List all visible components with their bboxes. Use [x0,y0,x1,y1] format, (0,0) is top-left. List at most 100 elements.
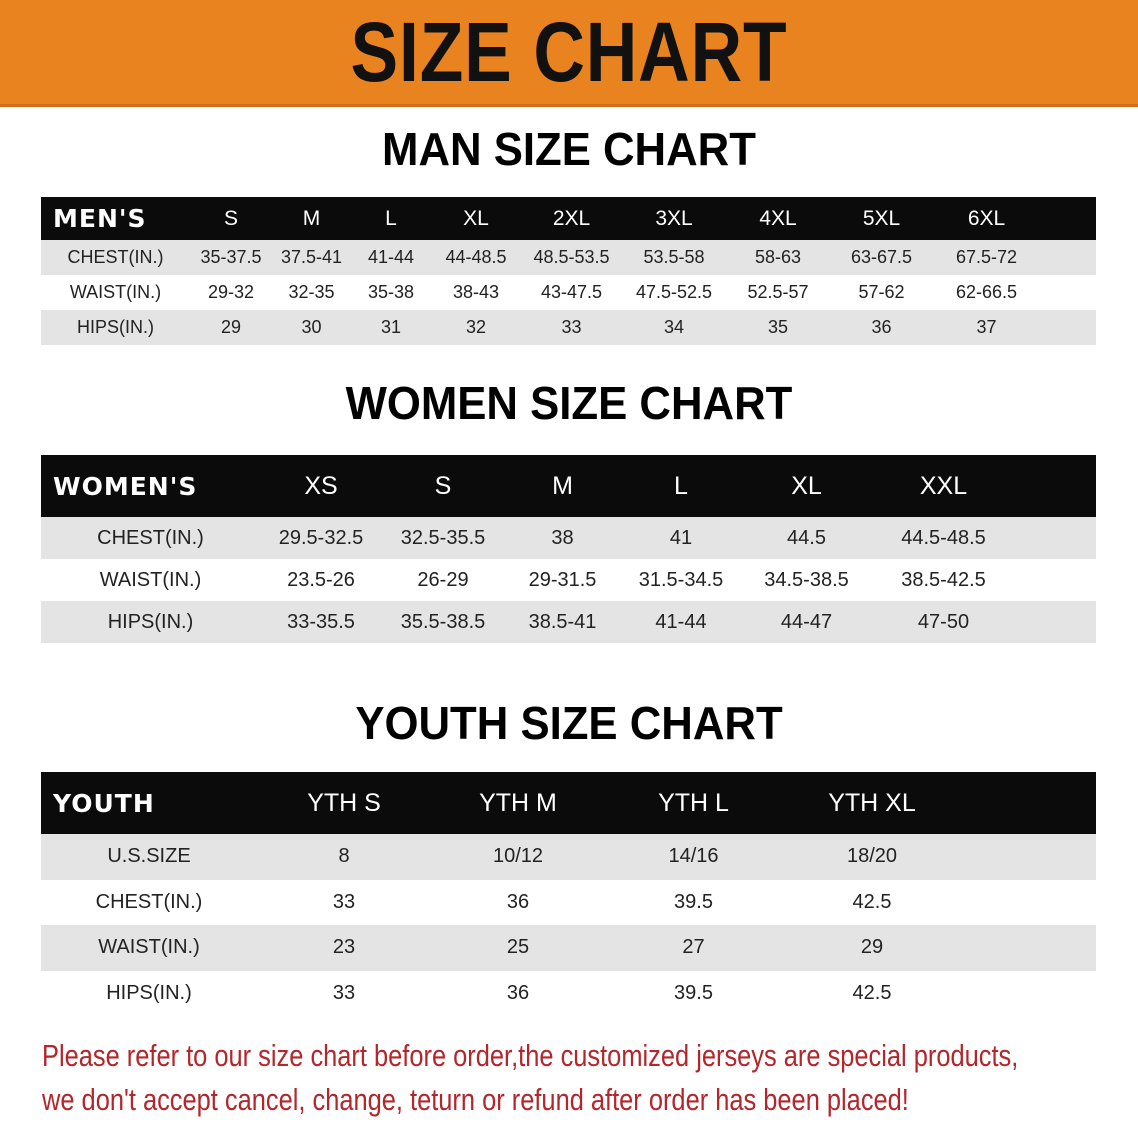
men-section-title: MAN SIZE CHART [382,123,756,175]
youth-table-row: U.S.SIZE 8 10/12 14/16 18/20 [41,834,1096,880]
size-value: 31.5-34.5 [638,568,724,591]
size-value: 39.5 [674,890,713,913]
size-header: XXL [919,471,968,500]
youth-header-row: YOUTH YTH S YTH M YTH L YTH XL [41,772,1096,834]
size-value: 29 [860,936,884,959]
size-value: 35.5-38.5 [400,610,486,633]
size-value: 63-67.5 [850,247,913,267]
size-value: 38-43 [452,282,500,302]
size-header: M [552,471,573,500]
size-value: 41-44 [367,247,415,267]
size-value: 62-66.5 [955,282,1018,302]
measurement-label: WAIST(IN.) [69,282,162,302]
size-value: 30 [301,317,322,337]
size-value: 33 [561,317,582,337]
size-header: L [674,471,688,500]
policy-note-line-1: Please refer to our size chart before or… [42,1038,1019,1073]
measurement-label: CHEST(IN.) [97,526,204,549]
size-header: XL [791,471,822,500]
size-header: YTH M [479,788,557,817]
youth-header-label: YOUTH [53,788,155,818]
size-value: 57-62 [858,282,905,302]
size-value: 31 [380,317,402,337]
size-value: 47.5-52.5 [635,282,713,302]
youth-table-row: CHEST(IN.) 33 36 39.5 42.5 [41,879,1096,925]
size-value: 33 [332,981,356,1004]
size-value: 39.5 [674,981,713,1004]
size-value: 48.5-53.5 [533,247,610,267]
measurement-label: WAIST(IN.) [99,568,202,591]
measurement-label: HIPS(IN.) [76,317,154,337]
women-header-label: WOMEN'S [53,471,198,501]
youth-section-title: YOUTH SIZE CHART [355,697,783,749]
size-value: 43-47.5 [540,282,603,302]
size-value: 41 [669,526,693,549]
size-header: XS [304,471,338,500]
size-value: 29-32 [207,282,255,302]
men-size-table: MEN'S S M L XL 2XL 3XL 4XL 5XL 6XL CHEST(IN.) 35-37… [41,197,1096,345]
size-value: 52.5-57 [747,282,809,302]
size-value: 37.5-41 [280,247,343,267]
size-value: 36 [506,890,530,913]
size-header: 6XL [967,206,1006,230]
size-value: 23.5-26 [287,568,355,591]
size-header: S [223,206,238,230]
men-header-row: MEN'S S M L XL 2XL 3XL 4XL 5XL 6XL [41,197,1096,240]
men-table-row: HIPS(IN.) 29 30 31 32 33 34 35 36 37 [41,310,1096,345]
size-header: 3XL [655,206,693,230]
size-value: 53.5-58 [643,247,705,267]
measurement-label: CHEST(IN.) [67,247,164,267]
size-value: 32.5-35.5 [400,526,486,549]
size-header: YTH XL [828,788,916,817]
men-table-row: WAIST(IN.) 29-32 32-35 35-38 38-43 43-47.5 47.… [41,275,1096,310]
size-value: 42.5 [852,981,892,1004]
size-value: 29-31.5 [528,568,597,591]
size-value: 25 [506,936,530,959]
measurement-label: WAIST(IN.) [98,936,200,959]
women-section-title: WOMEN SIZE CHART [345,377,793,429]
size-value: 33 [332,890,356,913]
size-value: 27 [682,936,705,959]
women-table-row: WAIST(IN.) 23.5-26 26-29 29-31.5 31.5-34.5 34… [41,559,1096,601]
size-value: 29 [220,317,242,337]
size-header: 4XL [759,206,797,230]
size-value: 32 [465,317,487,337]
size-value: 26-29 [417,568,469,591]
size-value: 44-47 [780,610,833,633]
measurement-label: CHEST(IN.) [95,890,203,913]
size-value: 32-35 [288,282,335,302]
men-table-row: CHEST(IN.) 35-37.5 37.5-41 41-44 44-48.5 48.5… [41,240,1096,275]
size-value: 23 [332,936,356,959]
size-header: M [302,206,321,230]
youth-table-row: HIPS(IN.) 33 36 39.5 42.5 [41,970,1096,1016]
banner-title: SIZE CHART [350,4,788,99]
women-table-row: CHEST(IN.) 29.5-32.5 32.5-35.5 38 41 44.5 44.5… [41,517,1096,559]
size-value: 33-35.5 [287,610,355,633]
size-value: 41-44 [655,610,707,633]
size-value: 36 [871,317,892,337]
measurement-label: U.S.SIZE [107,845,191,868]
size-value: 38 [551,526,574,549]
size-value: 35-38 [367,282,415,302]
size-value: 38.5-41 [528,610,597,633]
size-value: 58-63 [754,247,802,267]
size-value: 35 [767,317,789,337]
women-table-row: HIPS(IN.) 33-35.5 35.5-38.5 38.5-41 41-44 44-… [41,601,1096,643]
size-header: S [434,471,452,500]
size-value: 36 [506,981,530,1004]
size-value: 29.5-32.5 [278,526,364,549]
size-header: XL [463,206,489,230]
men-header-label: MEN'S [53,204,147,233]
women-size-table: WOMEN'S XS S M L XL XXL CHEST(IN.) 29.5-32.5 32.5… [41,455,1096,643]
size-value: 10/12 [492,845,544,868]
youth-size-table: YOUTH YTH S YTH M YTH L YTH XL U.S.SIZE 8 10/12… [41,772,1096,1016]
size-value: 18/20 [846,845,898,868]
size-value: 37 [976,317,997,337]
size-value: 47-50 [917,610,970,633]
size-value: 34.5-38.5 [764,568,849,591]
size-value: 44.5 [787,526,826,549]
size-value: 44.5-48.5 [901,526,986,549]
size-value: 38.5-42.5 [901,568,986,591]
banner: SIZE CHART [0,0,1138,107]
size-header: YTH S [307,788,381,817]
